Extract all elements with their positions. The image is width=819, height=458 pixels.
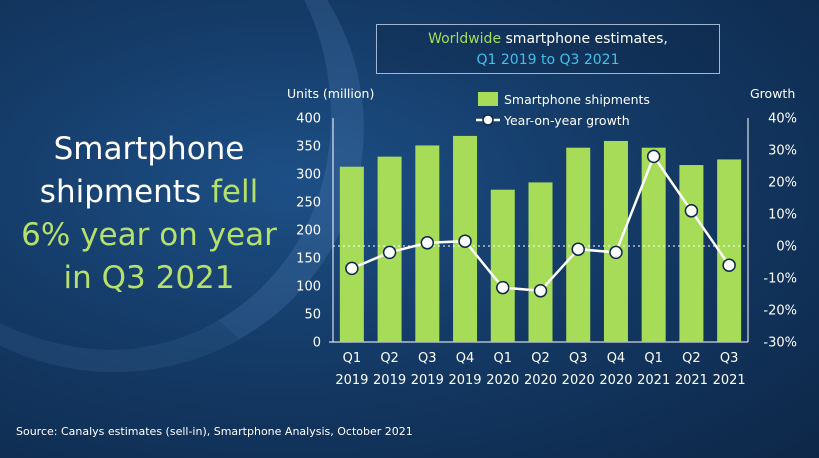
headline-text-4: 6% year on year	[21, 217, 277, 253]
x-tick-label-year: 2020	[562, 373, 595, 388]
growth-point	[646, 149, 661, 164]
x-tick-label-year: 2021	[675, 373, 708, 388]
growth-point	[571, 242, 585, 256]
x-tick-label-quarter: Q3	[720, 351, 739, 366]
title-text: smartphone estimates,	[505, 31, 668, 47]
legend-line-marker	[482, 114, 494, 126]
headline-text-1: Smartphone	[53, 131, 245, 167]
x-tick-label-quarter: Q3	[418, 351, 437, 366]
x-tick-label-year: 2020	[524, 373, 557, 388]
left-tick-label: 100	[296, 280, 321, 295]
bar-q4-2020	[603, 140, 628, 342]
right-tick-label: -20%	[763, 304, 797, 319]
bar-q1-2019	[339, 166, 364, 342]
growth-point	[420, 236, 435, 250]
growth-point	[684, 204, 699, 218]
bar-q2-2021	[679, 165, 704, 342]
x-tick-label-quarter: Q3	[569, 351, 588, 366]
headline-text-5: in Q3 2021	[63, 260, 235, 296]
right-tick-label: 10%	[768, 208, 797, 223]
x-tick-label-year: 2019	[373, 373, 406, 388]
legend-bar-label: Smartphone shipments	[504, 92, 650, 107]
x-tick-label-year: 2019	[448, 373, 481, 388]
growth-point	[722, 258, 736, 272]
headline-text-2: shipments	[39, 174, 202, 210]
right-tick-label: 0%	[776, 240, 797, 255]
growth-point	[496, 280, 510, 295]
legend-bar-swatch	[478, 92, 498, 106]
left-tick-label: 250	[296, 196, 321, 211]
growth-point	[382, 245, 397, 260]
x-tick-label-year: 2021	[713, 373, 746, 388]
chart-title-box: Worldwide smartphone estimates, Q1 2019 …	[376, 24, 720, 74]
right-tick-label: -10%	[763, 272, 797, 287]
x-tick-label-year: 2020	[486, 373, 519, 388]
right-axis-title: Growth	[750, 86, 795, 101]
left-tick-label: 350	[296, 140, 321, 155]
x-tick-label-quarter: Q1	[494, 351, 513, 366]
x-tick-label-quarter: Q4	[607, 351, 626, 366]
right-tick-label: -30%	[763, 336, 797, 351]
growth-point	[533, 284, 548, 298]
x-tick-label-quarter: Q2	[380, 351, 399, 366]
x-tick-label-year: 2019	[411, 373, 444, 388]
x-tick-label-quarter: Q4	[456, 351, 475, 366]
growth-point	[345, 261, 359, 276]
growth-point	[609, 245, 623, 260]
x-tick-label-year: 2021	[637, 373, 670, 388]
left-tick-label: 0	[313, 336, 321, 351]
bar-q1-2020	[490, 189, 515, 342]
bar-q3-2021	[717, 159, 742, 342]
headline-text-3: fell	[210, 174, 259, 210]
x-tick-label-quarter: Q1	[644, 351, 663, 366]
right-tick-label: 30%	[768, 144, 797, 159]
growth-point	[458, 234, 472, 248]
x-tick-label-quarter: Q2	[531, 351, 550, 366]
bar-q2-2020	[528, 182, 553, 342]
headline: Smartphone shipments fell 6% year on yea…	[18, 128, 280, 300]
title-green-word: Worldwide	[428, 31, 502, 47]
left-tick-label: 300	[296, 168, 321, 183]
left-tick-label: 200	[296, 224, 321, 239]
left-tick-label: 150	[296, 252, 321, 267]
right-tick-label: 20%	[768, 176, 797, 191]
left-axis-title: Units (million)	[287, 86, 374, 101]
x-tick-label-quarter: Q2	[682, 351, 701, 366]
legend-line-label: Year-on-year growth	[503, 113, 630, 128]
x-tick-label-quarter: Q1	[343, 351, 362, 366]
right-tick-label: 40%	[768, 112, 797, 127]
x-tick-label-year: 2019	[335, 373, 368, 388]
x-tick-label-year: 2020	[599, 373, 632, 388]
source-note: Source: Canalys estimates (sell-in), Sma…	[16, 425, 413, 438]
title-subtitle: Q1 2019 to Q3 2021	[476, 52, 620, 68]
left-tick-label: 400	[296, 112, 321, 127]
left-tick-label: 50	[304, 308, 321, 323]
